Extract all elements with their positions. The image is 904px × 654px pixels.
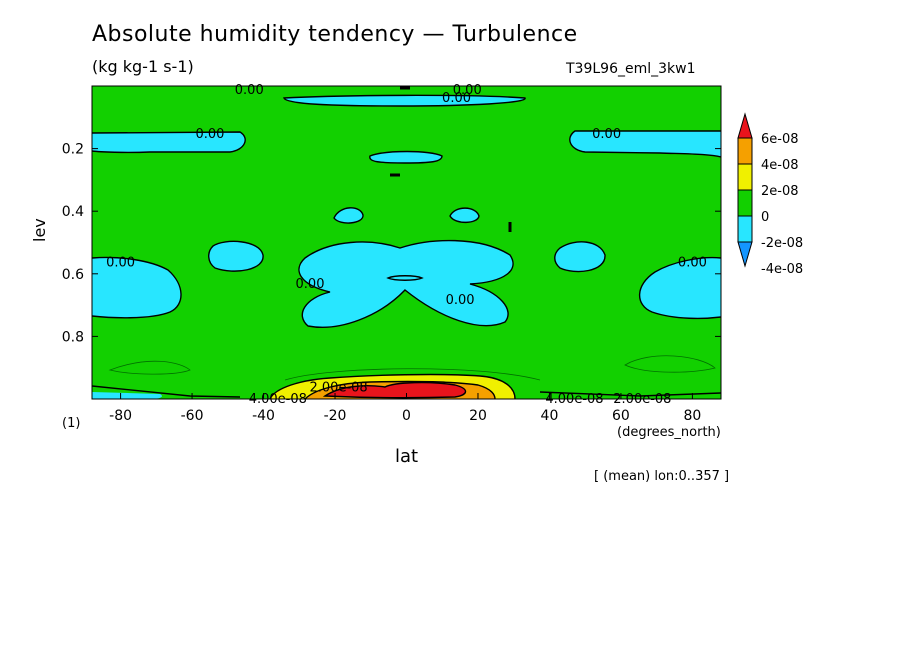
contour-lines xyxy=(92,86,721,399)
colorbar-label: 0 xyxy=(761,210,769,225)
colorbar-label: -4e-08 xyxy=(761,262,803,277)
x-tick-label: 80 xyxy=(683,408,701,424)
units-label: (kg kg-1 s-1) xyxy=(92,57,194,76)
neg-region-upper-center xyxy=(369,151,442,163)
x-tick-label: 20 xyxy=(469,408,487,424)
contour-labels: 0.00 0.000.000.00 0.000.00 0.000.000.002.00… xyxy=(106,83,707,407)
contour-label: 2.00e-08 xyxy=(310,380,368,395)
colorbar-label: -2e-08 xyxy=(761,236,803,251)
colorbar-extend-bottom xyxy=(737,241,753,268)
colorbar-extend-top xyxy=(737,112,753,139)
contour-label: 0.00 xyxy=(446,293,475,308)
footer-note: [ (mean) lon:0..357 ] xyxy=(594,469,730,484)
neg-region-top-band xyxy=(284,95,526,106)
colorbar: 6e-08 4e-08 2e-08 0 -2e-08 -4e-08 xyxy=(737,112,803,277)
neg-region-upper-right xyxy=(569,131,721,157)
contour-label: 0.00 xyxy=(442,91,471,106)
contour-line-left-edge xyxy=(92,256,182,319)
neg-region-central-butterfly xyxy=(298,240,514,328)
contour-tick-1 xyxy=(390,86,512,232)
x-tick-label: 40 xyxy=(541,408,559,424)
x-axis-units: (degrees_north) xyxy=(617,425,721,440)
contour-line-surface-orange xyxy=(304,380,496,399)
x-tick-label: -60 xyxy=(181,408,204,424)
x-tick-label: -40 xyxy=(252,408,275,424)
colorbar-label: 2e-08 xyxy=(761,184,799,199)
contour-line-center-eye xyxy=(386,275,424,281)
colorbar-label: 4e-08 xyxy=(761,158,799,173)
contour-line-surface-red xyxy=(322,381,467,399)
contour-label: 4.00e-08 xyxy=(545,392,603,407)
colorbar-segment xyxy=(737,189,753,217)
colorbar-segment xyxy=(737,163,753,191)
y-axis-ticks: 0.2 0.4 0.6 0.8 xyxy=(62,142,721,345)
contour-label: 0.00 xyxy=(296,277,325,292)
x-axis-label: lat xyxy=(395,446,419,467)
x-tick-label: -80 xyxy=(109,408,132,424)
contour-line-small-left xyxy=(333,207,364,224)
contour-label: 4.00e-08 xyxy=(249,392,307,407)
neg-region-right-edge xyxy=(639,257,721,319)
colorbar-segment xyxy=(737,137,753,165)
run-label: T39L96_eml_3kw1 xyxy=(566,61,696,77)
contour-line-mid-left xyxy=(208,240,264,272)
neg-region-surface-left xyxy=(92,392,162,399)
contour-label: 0.00 xyxy=(592,127,621,142)
neg-region-mid-right-blob xyxy=(554,241,606,272)
contour-line-upper-right xyxy=(569,130,721,158)
contour-label: 0.00 xyxy=(106,255,135,270)
neg-region-small-right xyxy=(450,208,479,223)
x-tick-label: -20 xyxy=(324,408,347,424)
contour-line-upper-center xyxy=(369,150,443,164)
contour-line-top-band xyxy=(283,94,526,107)
colorbar-label: 6e-08 xyxy=(761,132,799,147)
contour-line-small-right xyxy=(449,207,480,224)
neg-region-left-edge xyxy=(92,257,182,318)
contour-line-thin-right xyxy=(624,355,716,373)
contour-line-surface-yellow xyxy=(269,373,516,399)
contour-line-butterfly xyxy=(298,239,514,328)
y-tick-label: 0.6 xyxy=(62,267,84,283)
colorbar-segment xyxy=(737,215,753,243)
contour-line-surface-edge xyxy=(92,385,721,398)
neg-region-upper-left xyxy=(92,132,246,153)
contour-label: 0.00 xyxy=(235,83,264,98)
chart-title: Absolute humidity tendency — Turbulence xyxy=(92,22,578,47)
contour-line-thin-surface xyxy=(284,368,541,381)
contour-line-mid-right xyxy=(554,241,606,273)
y-tick-label: 0.4 xyxy=(62,204,84,220)
x-axis-ticks: -80 -60 -40 -20 0 20 40 60 80 xyxy=(109,393,701,424)
contour-label: 0.00 xyxy=(453,83,482,98)
contour-line-right-edge xyxy=(638,256,721,320)
contour-label: 2.00e-08 xyxy=(613,392,671,407)
x-tick-label: 0 xyxy=(402,408,411,424)
contour-line-upper-left xyxy=(92,131,246,154)
neg-region-mid-left-blob xyxy=(208,241,264,272)
contour-line-thin-left xyxy=(108,360,191,375)
neg-region-small-left xyxy=(334,207,364,224)
y-tick-label: 0.2 xyxy=(62,142,84,158)
contour-fill xyxy=(92,86,721,399)
page-label: (1) xyxy=(62,416,81,431)
contour-label: 0.00 xyxy=(678,255,707,270)
y-tick-label: 0.8 xyxy=(62,329,84,345)
contour-label: 0.00 xyxy=(195,127,224,142)
x-tick-label: 60 xyxy=(612,408,630,424)
